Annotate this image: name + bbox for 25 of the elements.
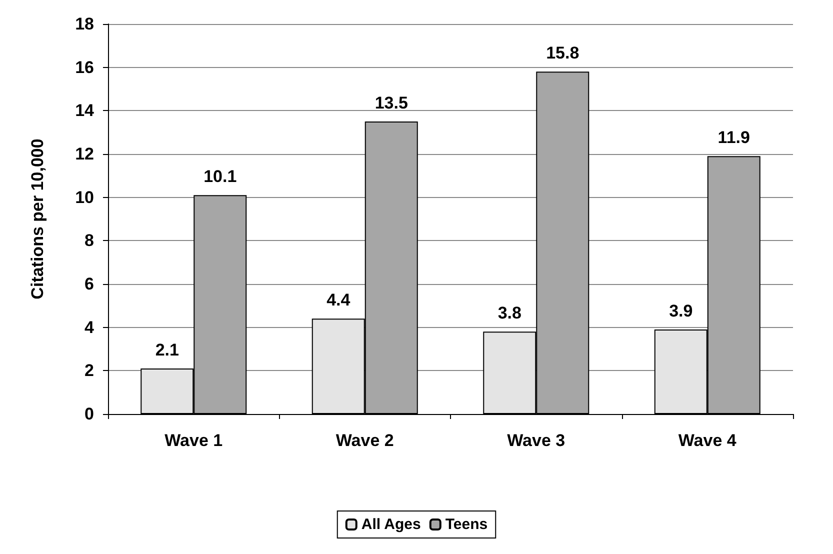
legend-label: Teens — [445, 516, 488, 533]
y-tick-label: 8 — [84, 231, 94, 250]
x-tick-label: Wave 1 — [164, 431, 223, 450]
y-tick-label: 14 — [75, 101, 95, 120]
y-tick-label: 0 — [84, 404, 94, 424]
x-tick-label: Wave 3 — [507, 431, 566, 450]
y-tick-label: 16 — [75, 58, 94, 77]
y-tick-label: 2 — [84, 361, 94, 380]
y-tick-label: 6 — [84, 274, 94, 294]
data-label: 15.8 — [546, 44, 580, 63]
y-axis-title: Citations per 10,000 — [28, 138, 47, 300]
data-label: 4.4 — [326, 290, 351, 310]
x-tick-label: Wave 4 — [678, 431, 737, 450]
data-label: 2.1 — [155, 340, 179, 360]
data-label: 11.9 — [718, 128, 750, 148]
data-label: 3.9 — [669, 302, 693, 320]
y-tick-label: 10 — [75, 188, 94, 207]
y-tick-label: 18 — [75, 14, 94, 34]
y-tick-label: 12 — [75, 144, 94, 164]
data-label: 3.8 — [498, 304, 522, 323]
data-label: 13.5 — [374, 94, 408, 112]
y-tick-label: 4 — [84, 318, 95, 337]
x-tick-label: Wave 2 — [336, 431, 394, 450]
data-label: 10.1 — [204, 167, 237, 186]
legend-label: All Ages — [361, 516, 421, 533]
